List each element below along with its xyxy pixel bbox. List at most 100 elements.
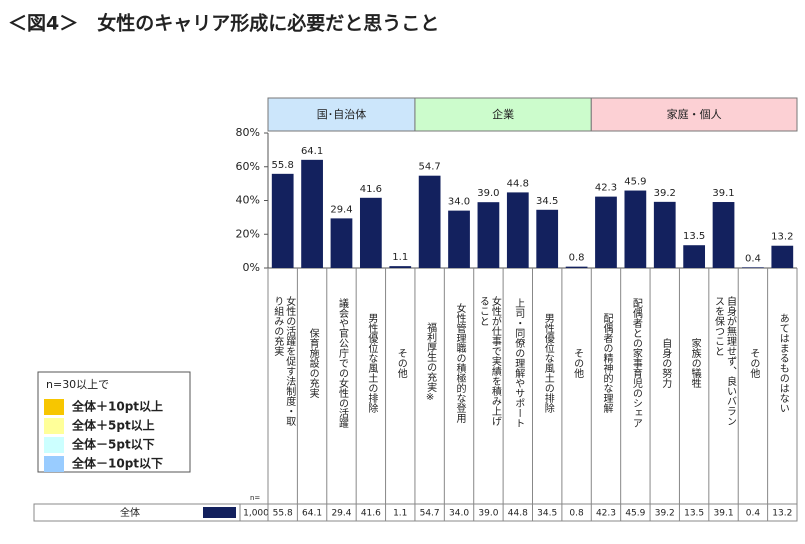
legend-title: n=30以上で	[46, 378, 109, 391]
row-swatch	[203, 507, 236, 518]
category-label: その他	[395, 347, 407, 378]
group-label: 企業	[492, 107, 514, 121]
category-cell: 議会や官公庁での女性の活躍	[327, 270, 356, 455]
category-label: 福利厚生の充実※	[424, 322, 436, 403]
table-value: 39.0	[478, 509, 498, 519]
legend-swatch	[44, 399, 64, 415]
category-cell: その他	[562, 270, 591, 455]
value-label: 1.1	[392, 252, 408, 263]
y-tick-label: 0%	[243, 261, 260, 274]
category-label: 自身の努力	[659, 337, 671, 388]
bar	[742, 267, 764, 268]
legend-label: 全体＋10pt以上	[71, 399, 163, 414]
category-cell: 自身が無理せず、良いバランスを保つこと	[709, 270, 738, 455]
bar	[418, 175, 441, 268]
bar	[448, 210, 470, 268]
bar	[536, 209, 559, 268]
legend-label: 全体－5pt以下	[71, 437, 155, 452]
category-label: 配偶者との家事育児のシェア	[630, 297, 642, 428]
category-label: 女性管理職の積極的な登用	[454, 302, 466, 423]
value-label: 54.7	[419, 162, 441, 173]
value-label: 29.4	[330, 204, 352, 215]
category-label: 上司・同僚の理解やサポート	[512, 297, 524, 428]
value-label: 0.8	[569, 253, 585, 264]
category-cell: 男性優位な風土の排除	[533, 270, 562, 455]
table-value: 1.1	[393, 509, 407, 519]
category-label: 配偶者の精神的な理解	[600, 312, 612, 413]
category-label: 男性優位な風土の排除	[542, 312, 554, 413]
category-cell: その他	[738, 270, 767, 455]
bar	[712, 202, 735, 268]
bar	[565, 266, 588, 268]
group-header	[414, 97, 592, 132]
category-label: 家族の犠牲	[689, 337, 701, 388]
bar	[389, 266, 412, 268]
value-label: 55.8	[272, 160, 294, 171]
value-label: 42.3	[595, 183, 617, 194]
category-label: 自身が無理せず、良いバランスを保つこと	[712, 295, 736, 426]
category-label: 保育施設の充実	[307, 327, 319, 398]
value-label: 0.4	[745, 253, 761, 264]
category-cell: 配偶者との家事育児のシェア	[621, 270, 650, 455]
bar	[330, 218, 353, 268]
bar	[301, 159, 323, 268]
legend-swatch	[44, 456, 64, 472]
table-n: 1,000	[243, 509, 269, 519]
value-label: 39.0	[477, 188, 499, 199]
bar	[624, 190, 647, 268]
value-label: 34.5	[536, 196, 558, 207]
category-label: その他	[571, 347, 583, 378]
bar	[683, 245, 706, 268]
value-label: 39.1	[712, 188, 734, 199]
bar	[477, 202, 500, 268]
table-value: 42.3	[596, 509, 616, 519]
category-cell: その他	[386, 270, 415, 455]
legend-label: 全体－10pt以下	[71, 456, 163, 471]
table-value: 29.4	[331, 509, 351, 519]
value-label: 39.2	[654, 188, 676, 199]
bar	[359, 197, 382, 268]
category-cell: 家族の犠牲	[679, 270, 708, 455]
group-label: 家庭・個人	[667, 107, 722, 121]
table-value: 44.8	[508, 509, 528, 519]
group-header	[590, 97, 798, 132]
table-value: 55.8	[273, 509, 293, 519]
table-value: 45.9	[625, 509, 645, 519]
value-label: 34.0	[448, 197, 470, 208]
category-cell: 女性が仕事で実績を積み上げること	[474, 270, 503, 455]
value-label: 64.1	[301, 146, 323, 157]
value-label: 13.2	[771, 232, 793, 243]
table-row	[33, 503, 798, 522]
category-label: 女性の活躍を促す法制度・取り組みの充実	[271, 295, 295, 426]
category-cell: 女性の活躍を促す法制度・取り組みの充実	[268, 270, 297, 455]
table-n-header: n=	[250, 494, 260, 502]
category-label: その他	[747, 347, 759, 378]
value-label: 41.6	[360, 184, 382, 195]
table-value: 34.0	[449, 509, 469, 519]
y-tick-label: 20%	[236, 227, 260, 240]
y-tick-label: 40%	[236, 194, 260, 207]
category-cell: 上司・同僚の理解やサポート	[503, 270, 532, 455]
value-label: 44.8	[507, 178, 529, 189]
category-cell: あてはまるものはない	[768, 270, 797, 455]
category-label: 女性が仕事で実績を積み上げること	[477, 295, 501, 426]
group-header	[267, 97, 416, 132]
bar	[771, 245, 794, 268]
category-label: 男性優位な風土の排除	[365, 312, 377, 413]
value-label: 45.9	[624, 177, 646, 188]
chart-title: ＜図4＞ 女性のキャリア形成に必要だと思うこと	[8, 12, 439, 35]
table-row-name: 全体	[120, 506, 140, 519]
category-cell: 男性優位な風土の排除	[356, 270, 385, 455]
category-cell: 配偶者の精神的な理解	[591, 270, 620, 455]
category-cell: 女性管理職の積極的な登用	[444, 270, 473, 455]
y-tick-label: 60%	[236, 160, 260, 173]
category-label: 議会や官公庁での女性の活躍	[336, 297, 348, 428]
table-value: 0.4	[746, 509, 761, 519]
y-tick-label: 80%	[236, 126, 260, 139]
table-value: 41.6	[361, 509, 381, 519]
table-value: 54.7	[420, 509, 440, 519]
table-value: 39.1	[714, 509, 734, 519]
legend-swatch	[44, 437, 64, 453]
